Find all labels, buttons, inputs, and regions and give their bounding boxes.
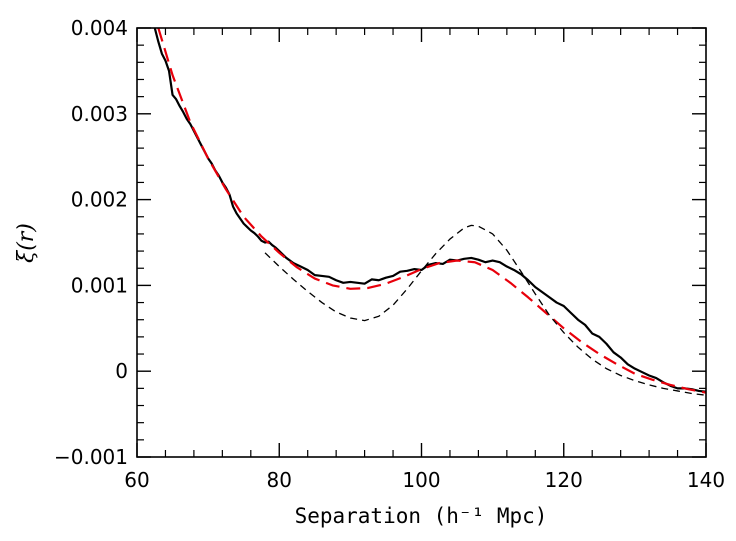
series-line-1 xyxy=(153,28,706,393)
y-tick-label: 0.003 xyxy=(71,102,128,126)
x-axis-title: Separation (h⁻¹ Mpc) xyxy=(295,504,548,528)
y-tick-label: 0.002 xyxy=(71,188,128,212)
tick-layer: 60 80 100 120 140 −0.001 0 0.001 0.002 0.003 0.004 xyxy=(54,16,725,492)
x-tick-label: 100 xyxy=(402,468,440,492)
x-tick-label: 140 xyxy=(687,468,725,492)
series-line-2 xyxy=(157,28,706,394)
series-layer xyxy=(153,28,706,396)
x-tick-label: 120 xyxy=(545,468,583,492)
series-line-3 xyxy=(264,224,706,396)
plot-frame xyxy=(136,27,707,458)
y-tick-label: 0.001 xyxy=(71,273,128,297)
y-axis-title: ξ(r) xyxy=(14,223,39,263)
x-tick-label: 80 xyxy=(267,468,292,492)
x-tick-label: 60 xyxy=(124,468,149,492)
y-tick-label: 0.004 xyxy=(71,16,128,40)
y-tick-label: −0.001 xyxy=(54,445,128,469)
y-tick-label: 0 xyxy=(115,359,128,383)
